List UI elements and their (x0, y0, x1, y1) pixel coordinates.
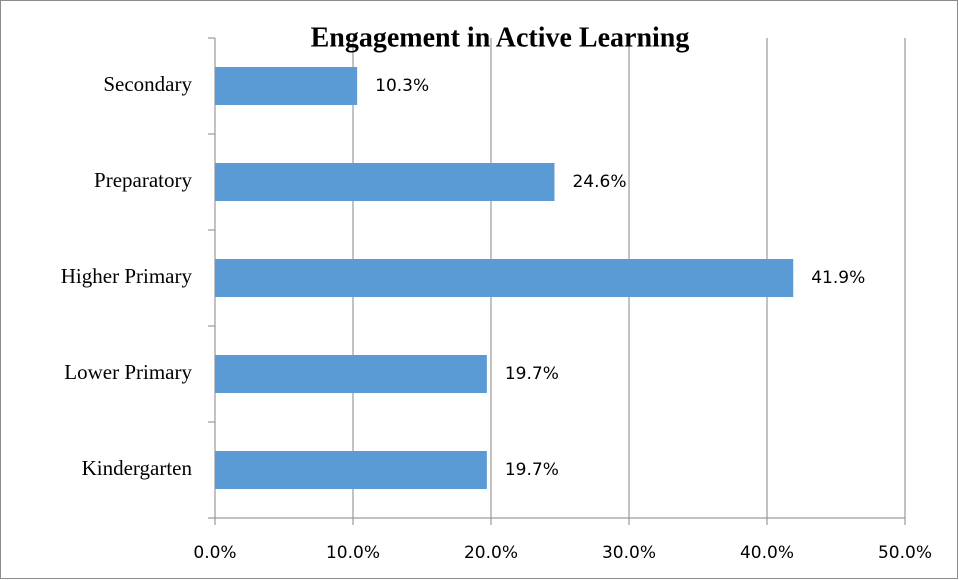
value-label: 19.7% (505, 364, 559, 384)
bar (215, 67, 358, 105)
value-label: 19.7% (505, 460, 559, 480)
y-tick-label: Preparatory (94, 168, 192, 192)
x-tick-label: 50.0% (878, 543, 932, 563)
bar (215, 259, 794, 297)
value-label: 24.6% (572, 172, 626, 192)
y-tick-label: Lower Primary (64, 360, 192, 384)
y-tick-label: Secondary (103, 72, 192, 96)
bar (215, 451, 487, 489)
marks: Secondary 10.3% Preparatory 24.6% Higher Pri… (61, 67, 865, 489)
chart-title: Engagement in Active Learning (311, 22, 690, 53)
value-label: 10.3% (375, 76, 429, 96)
x-tick-label: 30.0% (602, 543, 656, 563)
x-tick-label: 0.0% (193, 543, 236, 563)
bar (215, 355, 487, 393)
x-tick-label: 40.0% (740, 543, 794, 563)
x-tick-label: 20.0% (464, 543, 518, 563)
y-tick-label: Kindergarten (82, 456, 193, 480)
y-tick-label: Higher Primary (61, 264, 193, 288)
value-label: 41.9% (811, 268, 865, 288)
x-tick-label: 10.0% (326, 543, 380, 563)
bar (215, 163, 555, 201)
